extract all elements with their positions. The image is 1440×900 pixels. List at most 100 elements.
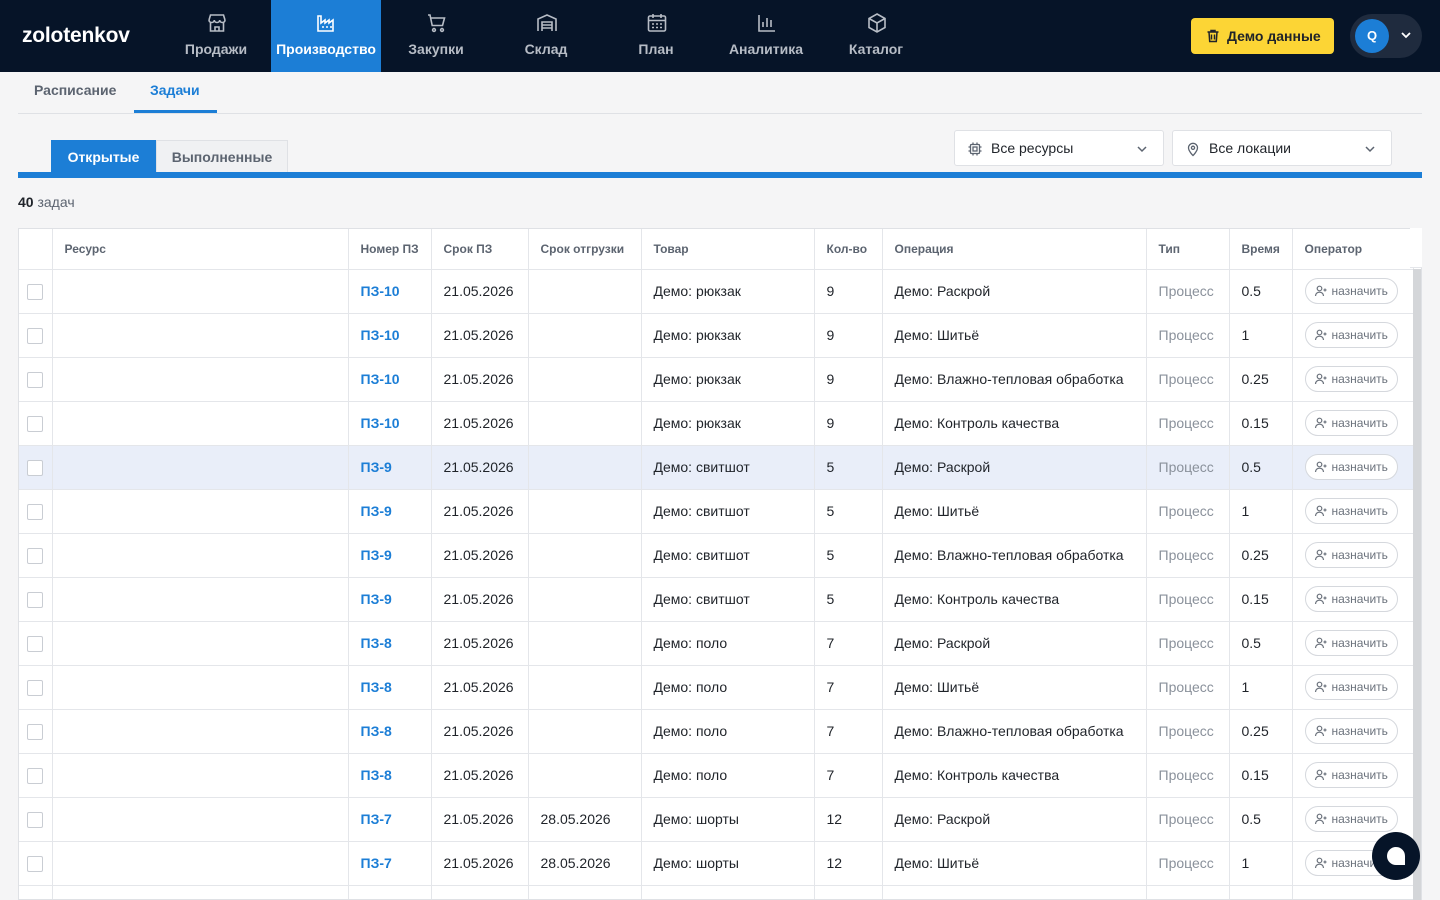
resource-cell[interactable] — [52, 841, 349, 886]
resource-cell[interactable] — [52, 621, 349, 666]
table-row[interactable]: ПЗ-10 21.05.2026 Демо: рюкзак 9 Демо: Раскро… — [19, 269, 1414, 314]
table-row[interactable] — [19, 885, 1414, 899]
row-checkbox[interactable] — [27, 811, 44, 828]
row-checkbox[interactable] — [27, 371, 44, 388]
nav-item-production[interactable]: Производство — [271, 0, 381, 72]
order-link[interactable]: ПЗ-9 — [360, 547, 392, 563]
row-checkbox[interactable] — [27, 415, 44, 432]
table-row[interactable]: ПЗ-10 21.05.2026 Демо: рюкзак 9 Демо: Влажно… — [19, 357, 1414, 402]
resource-cell[interactable] — [52, 445, 349, 490]
table-row[interactable]: ПЗ-8 21.05.2026 Демо: поло 7 Демо: Контроль … — [19, 753, 1414, 798]
assign-operator-button[interactable]: назначить — [1304, 806, 1398, 832]
column-header-operator[interactable]: Оператор — [1292, 229, 1414, 270]
order-link[interactable]: ПЗ-10 — [360, 415, 400, 431]
assign-operator-button[interactable]: назначить — [1304, 718, 1398, 744]
chat-button[interactable] — [1372, 832, 1420, 880]
demo-data-button[interactable]: Демо данные — [1191, 18, 1334, 54]
row-checkbox[interactable] — [27, 767, 44, 784]
column-header-quantity[interactable]: Кол-во — [814, 229, 883, 270]
assign-operator-button[interactable]: назначить — [1304, 586, 1398, 612]
nav-item-analytics[interactable]: Аналитика — [711, 0, 821, 72]
order-link[interactable]: ПЗ-8 — [360, 679, 392, 695]
row-checkbox[interactable] — [27, 283, 44, 300]
order-link[interactable]: ПЗ-8 — [360, 767, 392, 783]
table-row[interactable]: ПЗ-10 21.05.2026 Демо: рюкзак 9 Демо: Шитьё П… — [19, 313, 1414, 358]
assign-operator-button[interactable]: назначить — [1304, 454, 1398, 480]
row-checkbox[interactable] — [27, 679, 44, 696]
filter-done-button[interactable]: Выполненные — [156, 140, 288, 172]
table-row[interactable]: ПЗ-8 21.05.2026 Демо: поло 7 Демо: Шитьё Проц… — [19, 665, 1414, 710]
resource-cell[interactable] — [52, 533, 349, 578]
nav-item-warehouse[interactable]: Склад — [491, 0, 601, 72]
assign-operator-button[interactable]: назначить — [1304, 762, 1398, 788]
row-checkbox[interactable] — [27, 327, 44, 344]
nav-item-plan[interactable]: План — [601, 0, 711, 72]
order-link[interactable]: ПЗ-8 — [360, 635, 392, 651]
row-checkbox[interactable] — [27, 547, 44, 564]
row-checkbox[interactable] — [27, 459, 44, 476]
order-link[interactable]: ПЗ-9 — [360, 459, 392, 475]
resource-cell[interactable] — [52, 753, 349, 798]
row-checkbox[interactable] — [27, 503, 44, 520]
table-row[interactable]: ПЗ-7 21.05.2026 28.05.2026 Демо: шорты 12 Дем… — [19, 797, 1414, 842]
order-link[interactable]: ПЗ-10 — [360, 327, 400, 343]
assign-operator-button[interactable]: назначить — [1304, 542, 1398, 568]
locations-select[interactable]: Все локации — [1172, 130, 1392, 166]
order-link[interactable]: ПЗ-7 — [360, 811, 392, 827]
resource-cell[interactable] — [52, 665, 349, 710]
column-header-product[interactable]: Товар — [641, 229, 815, 270]
assign-operator-button[interactable]: назначить — [1304, 630, 1398, 656]
assign-operator-button[interactable]: назначить — [1304, 674, 1398, 700]
table-row[interactable]: ПЗ-7 21.05.2026 28.05.2026 Демо: шорты 12 Дем… — [19, 841, 1414, 886]
column-header-order-due[interactable]: Срок ПЗ — [431, 229, 529, 270]
table-row[interactable]: ПЗ-9 21.05.2026 Демо: свитшот 5 Демо: Влажно… — [19, 533, 1414, 578]
table-scrollbar[interactable] — [1413, 269, 1421, 900]
nav-item-purchases[interactable]: Закупки — [381, 0, 491, 72]
column-header-type[interactable]: Тип — [1146, 229, 1230, 270]
row-checkbox[interactable] — [27, 591, 44, 608]
tab-schedule[interactable]: Расписание — [34, 82, 117, 98]
column-header-ship-due[interactable]: Срок отгрузки — [528, 229, 642, 270]
table-row[interactable]: ПЗ-8 21.05.2026 Демо: поло 7 Демо: Раскрой Пр… — [19, 621, 1414, 666]
table-row[interactable]: ПЗ-10 21.05.2026 Демо: рюкзак 9 Демо: Контро… — [19, 401, 1414, 446]
row-checkbox[interactable] — [27, 635, 44, 652]
assign-operator-button[interactable]: назначить — [1304, 322, 1398, 348]
resource-cell[interactable] — [52, 797, 349, 842]
resource-cell[interactable] — [52, 885, 349, 899]
order-link[interactable]: ПЗ-9 — [360, 591, 392, 607]
column-header-time[interactable]: Время — [1229, 229, 1293, 270]
resource-cell[interactable] — [52, 709, 349, 754]
resources-select[interactable]: Все ресурсы — [954, 130, 1164, 166]
operation-cell: Демо: Контроль качества — [882, 577, 1147, 622]
assign-operator-button[interactable]: назначить — [1304, 498, 1398, 524]
table-row[interactable]: ПЗ-9 21.05.2026 Демо: свитшот 5 Демо: Раскро… — [19, 445, 1414, 490]
resource-cell[interactable] — [52, 357, 349, 402]
row-checkbox[interactable] — [27, 723, 44, 740]
column-header-order-number[interactable]: Номер ПЗ — [348, 229, 432, 270]
app-logo[interactable]: zolotenkov — [22, 24, 130, 47]
order-link[interactable]: ПЗ-8 — [360, 723, 392, 739]
resource-cell[interactable] — [52, 401, 349, 446]
user-menu[interactable]: Q — [1350, 14, 1422, 58]
order-link[interactable]: ПЗ-9 — [360, 503, 392, 519]
filter-open-button[interactable]: Открытые — [51, 140, 156, 172]
resource-cell[interactable] — [52, 269, 349, 314]
table-row[interactable]: ПЗ-9 21.05.2026 Демо: свитшот 5 Демо: Контро… — [19, 577, 1414, 622]
tab-tasks[interactable]: Задачи — [150, 82, 200, 98]
row-checkbox[interactable] — [27, 855, 44, 872]
column-header-resource[interactable]: Ресурс — [52, 229, 349, 270]
resource-cell[interactable] — [52, 489, 349, 534]
nav-item-sales[interactable]: Продажи — [161, 0, 271, 72]
assign-operator-button[interactable]: назначить — [1304, 278, 1398, 304]
assign-operator-button[interactable]: назначить — [1304, 366, 1398, 392]
column-header-operation[interactable]: Операция — [882, 229, 1147, 270]
order-link[interactable]: ПЗ-7 — [360, 855, 392, 871]
assign-operator-button[interactable]: назначить — [1304, 410, 1398, 436]
table-row[interactable]: ПЗ-9 21.05.2026 Демо: свитшот 5 Демо: Шитьё П… — [19, 489, 1414, 534]
table-row[interactable]: ПЗ-8 21.05.2026 Демо: поло 7 Демо: Влажно-те… — [19, 709, 1414, 754]
resource-cell[interactable] — [52, 577, 349, 622]
nav-item-catalog[interactable]: Каталог — [821, 0, 931, 72]
order-link[interactable]: ПЗ-10 — [360, 371, 400, 387]
resource-cell[interactable] — [52, 313, 349, 358]
order-link[interactable]: ПЗ-10 — [360, 283, 400, 299]
